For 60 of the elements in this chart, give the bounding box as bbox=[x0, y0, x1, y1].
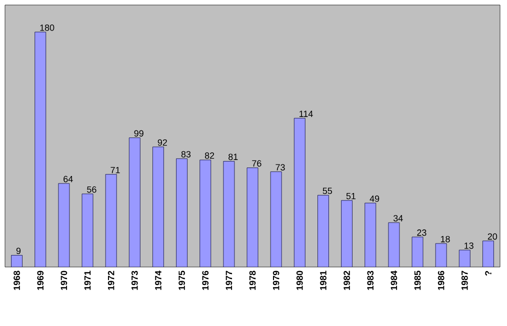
x-tick-label: 1975 bbox=[178, 270, 185, 290]
x-tick-label: 1980 bbox=[296, 270, 303, 290]
data-label: 76 bbox=[252, 160, 262, 167]
x-tick-label: 1984 bbox=[390, 270, 398, 290]
bar bbox=[341, 200, 352, 267]
x-tick-label: 1971 bbox=[84, 270, 91, 290]
x-tick-label: 1987 bbox=[461, 270, 468, 290]
x-tick-label: 1977 bbox=[226, 270, 232, 290]
data-label: 51 bbox=[346, 192, 356, 200]
data-label: 180 bbox=[40, 24, 54, 31]
x-tick-label: 1985 bbox=[414, 270, 421, 290]
data-label: 49 bbox=[370, 195, 380, 202]
x-tick-label: ? bbox=[485, 271, 492, 276]
bar bbox=[58, 183, 70, 267]
x-tick-label: 1983 bbox=[367, 270, 374, 290]
data-label: 92 bbox=[158, 139, 167, 146]
bar bbox=[246, 168, 258, 267]
bar bbox=[82, 194, 94, 267]
data-label: 9 bbox=[16, 248, 21, 254]
data-label: 82 bbox=[204, 152, 214, 159]
x-tick-label: 1969 bbox=[37, 270, 44, 290]
bar bbox=[294, 118, 306, 267]
bar bbox=[364, 202, 376, 267]
x-tick-label: 1976 bbox=[202, 270, 209, 290]
data-label: 99 bbox=[134, 130, 144, 137]
data-label: 34 bbox=[393, 215, 403, 222]
x-tick-label: 1986 bbox=[438, 270, 444, 290]
data-label: 81 bbox=[228, 154, 238, 160]
data-label: 71 bbox=[110, 166, 120, 174]
x-tick-label: 1968 bbox=[14, 270, 20, 290]
bar bbox=[482, 240, 494, 267]
x-tick-label: 1981 bbox=[320, 270, 326, 290]
data-label: 13 bbox=[464, 242, 474, 249]
x-tick-label: 1978 bbox=[249, 270, 256, 290]
data-label: 56 bbox=[87, 186, 96, 193]
data-label: 18 bbox=[440, 236, 450, 242]
bar bbox=[128, 138, 140, 267]
x-tick-label: 1982 bbox=[344, 270, 350, 290]
x-tick-label: 1973 bbox=[131, 270, 138, 290]
bar bbox=[435, 243, 447, 267]
data-label: 114 bbox=[300, 110, 313, 117]
x-tick-label: 1972 bbox=[108, 270, 114, 290]
x-tick-label: 1979 bbox=[272, 270, 280, 290]
bar bbox=[34, 32, 46, 267]
bar bbox=[176, 158, 188, 267]
bar bbox=[152, 146, 164, 267]
data-label: 23 bbox=[417, 229, 426, 236]
bar bbox=[223, 161, 235, 267]
data-label: 73 bbox=[276, 164, 285, 171]
data-label: 64 bbox=[64, 176, 73, 182]
data-label: 55 bbox=[322, 188, 332, 194]
bar bbox=[105, 174, 117, 267]
data-label: 20 bbox=[488, 233, 498, 240]
x-tick-label: 1974 bbox=[155, 270, 162, 290]
data-label: 83 bbox=[181, 151, 191, 158]
bar bbox=[270, 172, 282, 267]
bar bbox=[318, 195, 329, 267]
x-tick-label: 1970 bbox=[60, 270, 68, 290]
bar bbox=[200, 160, 212, 267]
bar bbox=[458, 250, 470, 267]
